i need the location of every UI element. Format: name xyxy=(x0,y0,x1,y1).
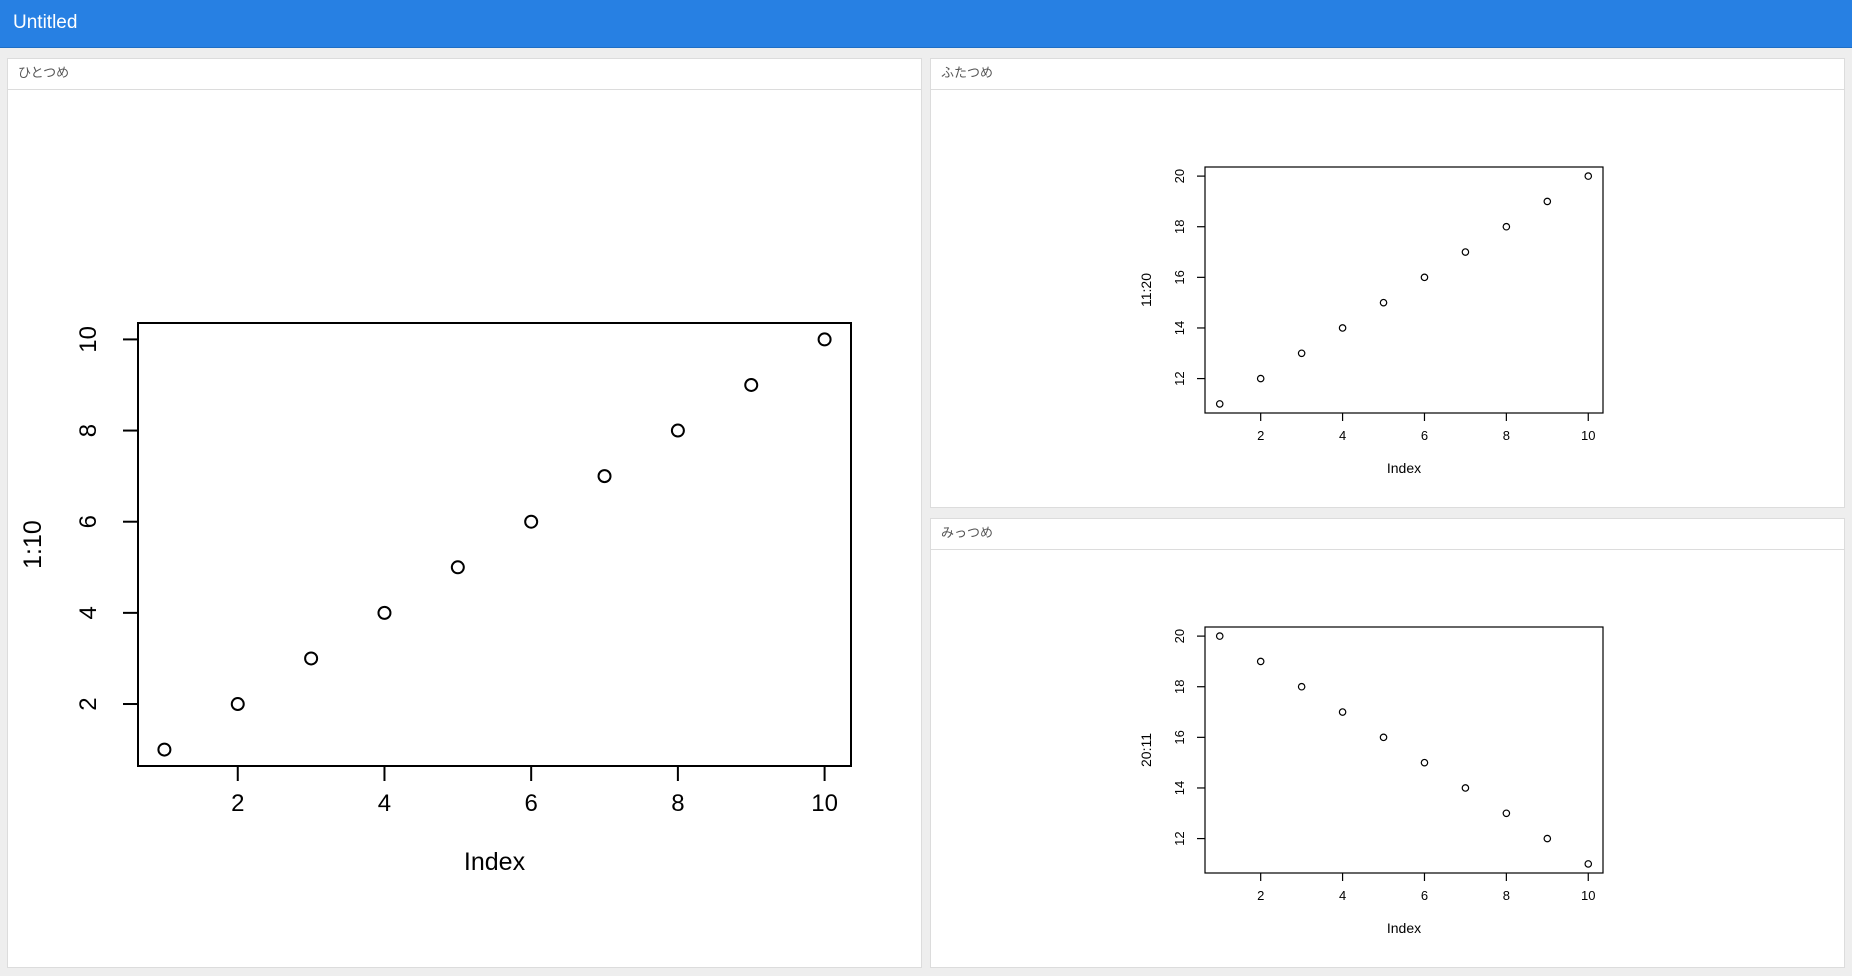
y-tick-label: 18 xyxy=(1172,679,1187,693)
data-point xyxy=(230,697,245,712)
data-point xyxy=(1297,682,1306,691)
x-axis-label: Index xyxy=(1387,920,1421,936)
x-tick-label: 8 xyxy=(1503,428,1510,443)
x-tick-label: 2 xyxy=(1257,888,1264,903)
panel-title-2: ふたつめ xyxy=(931,59,1844,90)
data-point xyxy=(1215,632,1224,640)
data-point xyxy=(1379,733,1388,742)
y-tick-label: 16 xyxy=(1172,270,1187,284)
app-title[interactable]: Untitled xyxy=(13,12,78,33)
data-point xyxy=(817,332,832,347)
x-tick-label: 4 xyxy=(1339,428,1346,443)
data-point xyxy=(1338,708,1347,716)
y-tick-label: 16 xyxy=(1172,730,1187,744)
x-tick-label: 4 xyxy=(1339,888,1346,903)
data-point xyxy=(1215,400,1224,408)
data-point xyxy=(1338,324,1347,332)
data-point xyxy=(1256,657,1265,666)
y-tick-label: 2 xyxy=(75,697,102,710)
data-point xyxy=(1420,758,1429,767)
chart-panel-1: ひとつめ 2 4 6 8 10 2 4 6 8 10 Index 1:10 xyxy=(7,58,922,968)
x-axis-label: Index xyxy=(464,848,526,876)
data-point xyxy=(1584,860,1593,868)
scatter-plot-3: 2 4 6 8 10 12 14 16 18 20 Index 20:11 xyxy=(1138,626,1604,936)
data-point xyxy=(377,605,392,620)
y-tick-label: 6 xyxy=(75,515,102,528)
plot-frame xyxy=(137,322,852,767)
y-tick-label: 10 xyxy=(75,326,102,353)
y-axis-label: 20:11 xyxy=(1138,733,1154,767)
data-point xyxy=(450,560,465,575)
data-point xyxy=(1543,834,1552,843)
data-point xyxy=(1543,197,1552,206)
y-tick-label: 12 xyxy=(1172,831,1187,845)
data-point xyxy=(1256,374,1265,383)
data-point xyxy=(1461,248,1470,256)
plot-frame xyxy=(1204,626,1604,874)
panel-title-1: ひとつめ xyxy=(8,59,921,90)
data-point xyxy=(304,651,319,666)
x-tick-label: 2 xyxy=(1257,428,1264,443)
y-tick-label: 12 xyxy=(1172,371,1187,385)
data-point xyxy=(670,423,685,438)
x-tick-label: 10 xyxy=(1581,888,1595,903)
data-point xyxy=(1297,349,1306,358)
scatter-plot-2: 2 4 6 8 10 12 14 16 18 20 Index 11:20 xyxy=(1138,166,1604,476)
x-tick-label: 8 xyxy=(1503,888,1510,903)
x-tick-label: 6 xyxy=(1421,888,1428,903)
data-point xyxy=(1502,809,1511,818)
x-tick-label: 6 xyxy=(1421,428,1428,443)
data-point xyxy=(744,377,759,392)
y-tick-label: 14 xyxy=(1172,781,1187,795)
x-axis-label: Index xyxy=(1387,460,1421,476)
data-point xyxy=(1502,222,1511,231)
x-tick-label: 10 xyxy=(1581,428,1595,443)
data-point xyxy=(597,469,612,484)
y-tick-label: 4 xyxy=(75,606,102,619)
chart-panel-3: みっつめ 2 4 6 8 10 12 14 16 18 20 Index 20:11 xyxy=(930,518,1845,968)
y-tick-label: 20 xyxy=(1172,169,1187,183)
data-point xyxy=(1584,172,1593,180)
y-tick-label: 8 xyxy=(75,424,102,437)
x-tick-label: 6 xyxy=(524,790,537,817)
x-tick-label: 10 xyxy=(811,790,838,817)
plot-frame xyxy=(1204,166,1604,414)
scatter-plot-1: 2 4 6 8 10 2 4 6 8 10 Index 1:10 xyxy=(19,322,852,876)
y-tick-label: 14 xyxy=(1172,321,1187,335)
y-axis-label: 11:20 xyxy=(1138,273,1154,307)
navbar: Untitled xyxy=(0,0,1852,48)
panel-title-3: みっつめ xyxy=(931,519,1844,550)
data-point xyxy=(157,742,172,757)
data-point xyxy=(1461,784,1470,792)
x-tick-label: 2 xyxy=(231,790,244,817)
data-point xyxy=(1379,298,1388,307)
y-tick-label: 20 xyxy=(1172,629,1187,643)
y-tick-label: 18 xyxy=(1172,219,1187,233)
x-tick-label: 4 xyxy=(378,790,391,817)
data-point xyxy=(1420,273,1429,282)
x-tick-label: 8 xyxy=(671,790,684,817)
chart-panel-2: ふたつめ 2 4 6 8 10 12 14 16 18 20 Index 11:20 xyxy=(930,58,1845,508)
y-axis-label: 1:10 xyxy=(19,520,47,569)
data-point xyxy=(524,514,539,529)
